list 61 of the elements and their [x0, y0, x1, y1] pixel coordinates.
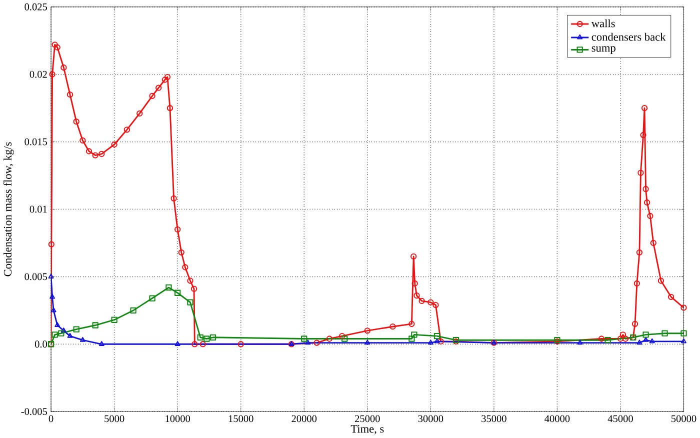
point	[604, 337, 611, 344]
point	[73, 326, 80, 333]
point	[662, 330, 668, 337]
x-tick-label: 20000	[292, 415, 317, 422]
point	[60, 328, 66, 333]
y-tick-label: 0.02	[30, 70, 47, 78]
point	[187, 299, 194, 306]
point	[174, 290, 181, 296]
x-tick-label: 50000	[671, 415, 696, 422]
x-tick-label: 0	[48, 415, 54, 422]
point	[434, 338, 440, 344]
legend-label: walls	[591, 19, 615, 28]
point	[50, 307, 56, 312]
y-tick-label: 0.025	[24, 4, 48, 11]
point	[680, 330, 687, 337]
x-tick-label: 30000	[418, 415, 444, 422]
x-tick-label: 45000	[608, 415, 633, 422]
point	[642, 332, 649, 338]
point	[364, 340, 370, 345]
point	[305, 340, 311, 345]
point	[58, 330, 64, 337]
point	[301, 336, 308, 342]
point	[174, 341, 180, 346]
point	[98, 341, 104, 346]
point	[210, 334, 216, 341]
y-tick-label: 0.01	[30, 206, 47, 213]
legend-label: sump	[592, 46, 616, 54]
point	[428, 340, 434, 345]
point	[408, 336, 415, 342]
y-tick-label: 0.005	[24, 273, 48, 280]
point	[149, 295, 156, 302]
point	[67, 333, 73, 338]
x-tick-label: 35000	[482, 415, 506, 422]
point	[434, 333, 440, 340]
point	[204, 336, 210, 342]
point	[166, 284, 172, 291]
y-tick-label: -0.005	[21, 408, 48, 416]
point	[411, 332, 418, 338]
point	[80, 337, 86, 342]
point	[577, 340, 583, 345]
point	[130, 307, 136, 314]
legend-label: condensers back	[592, 32, 666, 41]
point	[111, 316, 118, 324]
point	[92, 322, 98, 328]
x-tick-label: 25000	[354, 415, 380, 422]
y-tick-label: 0.015	[24, 138, 48, 146]
point	[52, 332, 58, 338]
x-tick-label: 10000	[166, 415, 190, 422]
x-axis-title: Time, s	[350, 425, 384, 434]
point	[342, 336, 348, 342]
point	[54, 322, 60, 328]
x-tick-label: 15000	[228, 415, 254, 422]
x-tick-label: 40000	[544, 415, 570, 422]
point	[649, 338, 655, 344]
y-axis-title: Condensation mass flow, kg/s	[3, 142, 14, 276]
point	[50, 294, 56, 299]
point	[197, 334, 204, 341]
x-tick-label: 5000	[104, 415, 124, 422]
point	[643, 337, 649, 342]
y-tick-label: 0.0	[34, 340, 48, 348]
point	[636, 340, 642, 345]
